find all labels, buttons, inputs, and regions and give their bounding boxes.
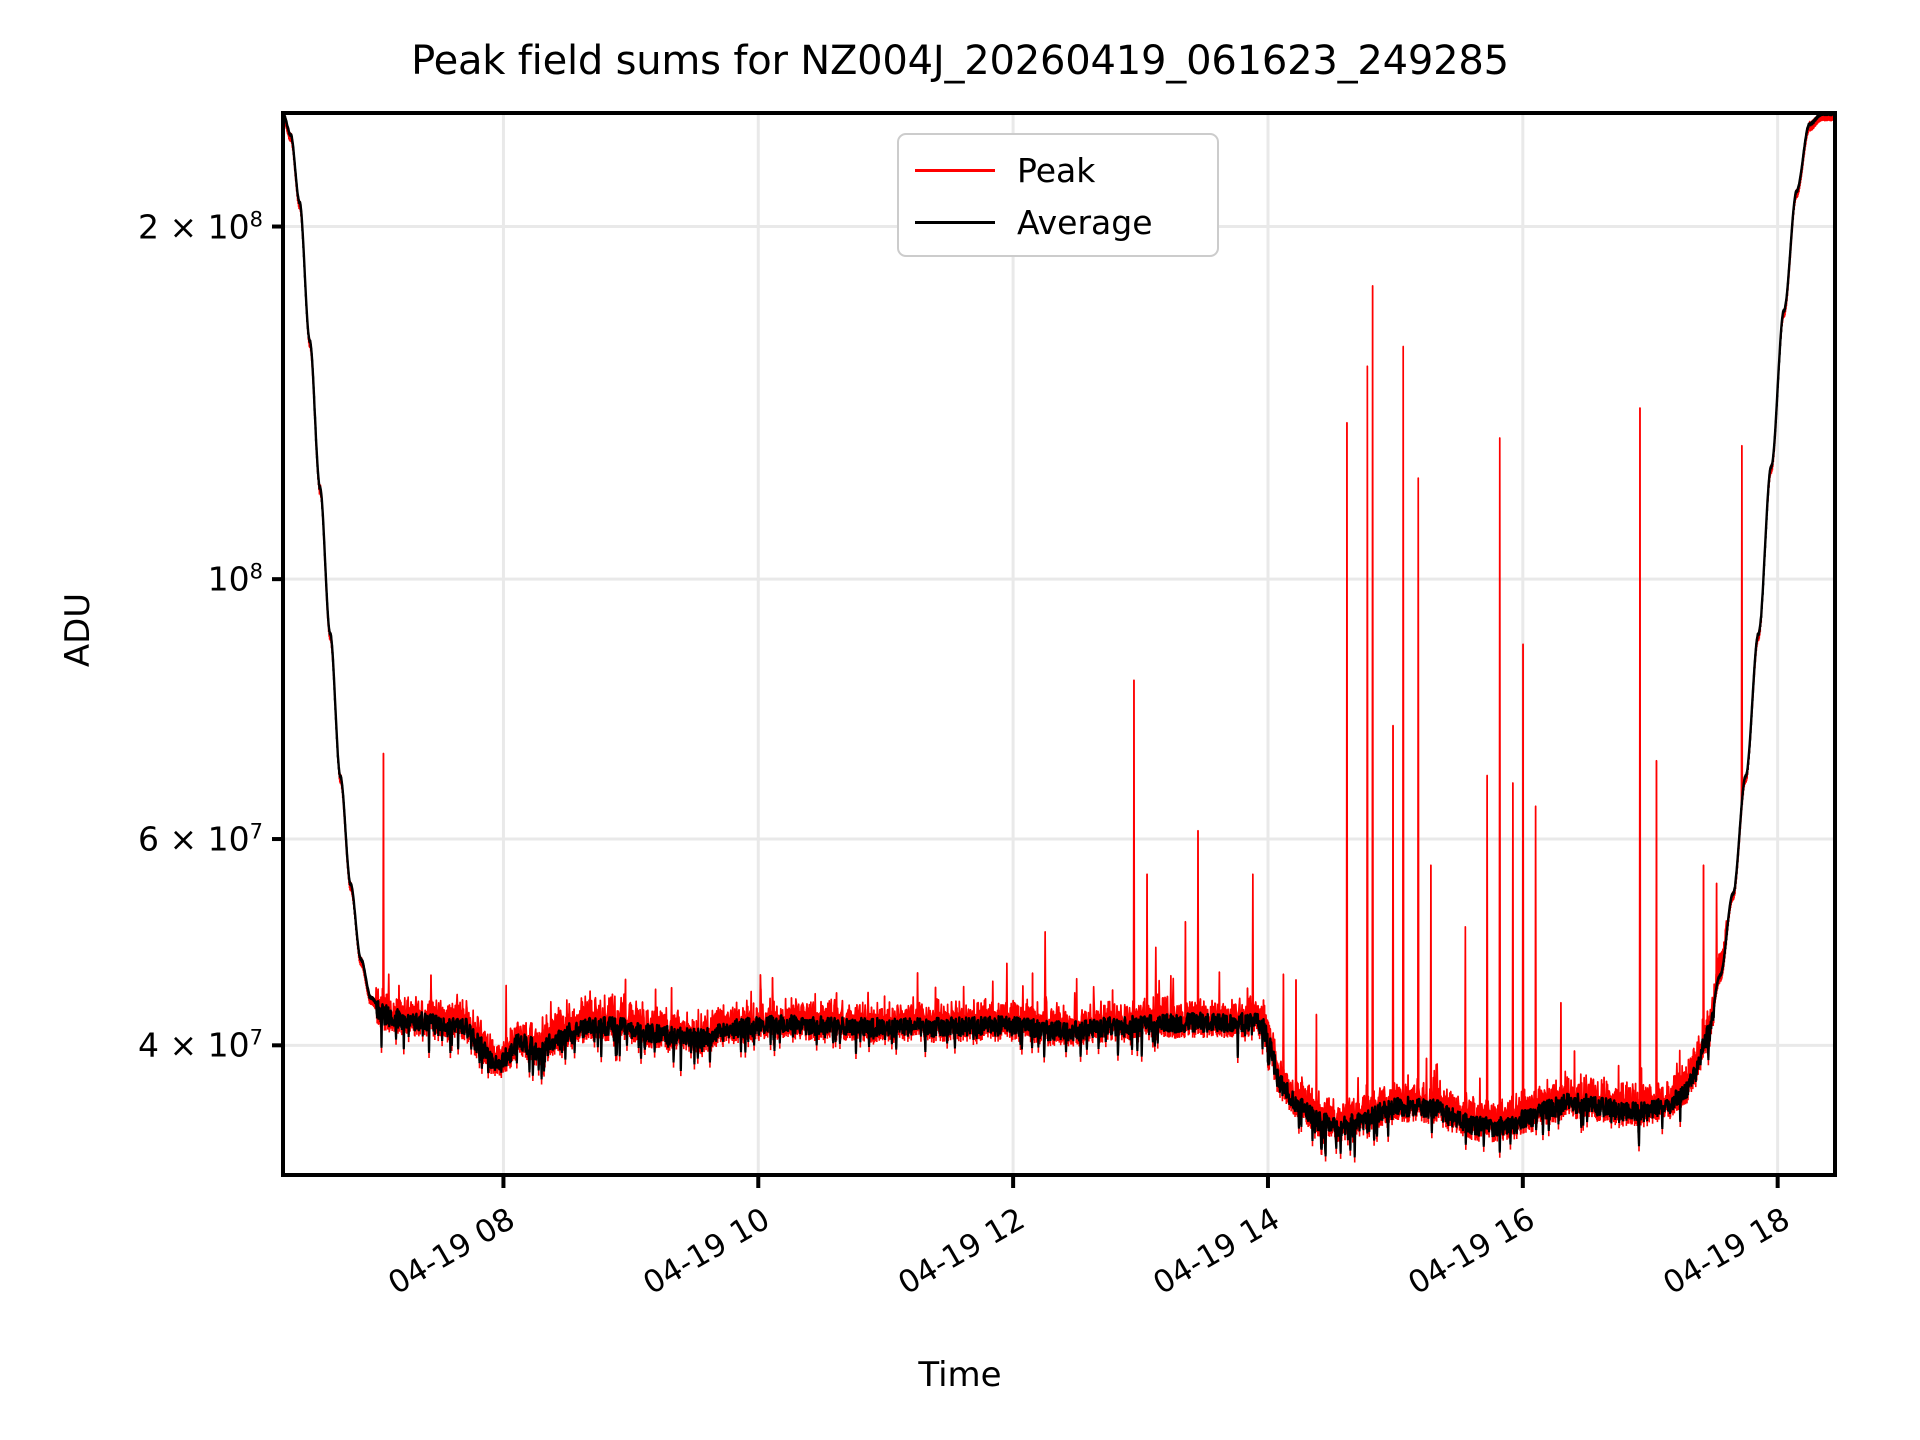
y-tick-label: 108 xyxy=(207,559,263,599)
legend-entry-label: Average xyxy=(1017,202,1153,242)
y-tick-label: 4 × 107 xyxy=(138,1025,263,1065)
y-tick-label: 6 × 107 xyxy=(138,819,263,859)
legend-entry-label: Peak xyxy=(1017,150,1096,190)
chart-title: Peak field sums for NZ004J_20260419_0616… xyxy=(411,38,1509,84)
legend-entry[interactable]: Average xyxy=(899,197,1217,247)
x-axis-label: Time xyxy=(918,1355,1002,1395)
chart-legend: Peak Average xyxy=(897,133,1219,257)
legend-line-swatch xyxy=(915,220,995,224)
legend-entry[interactable]: Peak xyxy=(899,145,1217,195)
legend-line-swatch xyxy=(915,168,995,172)
y-tick-label: 2 × 108 xyxy=(138,207,263,247)
